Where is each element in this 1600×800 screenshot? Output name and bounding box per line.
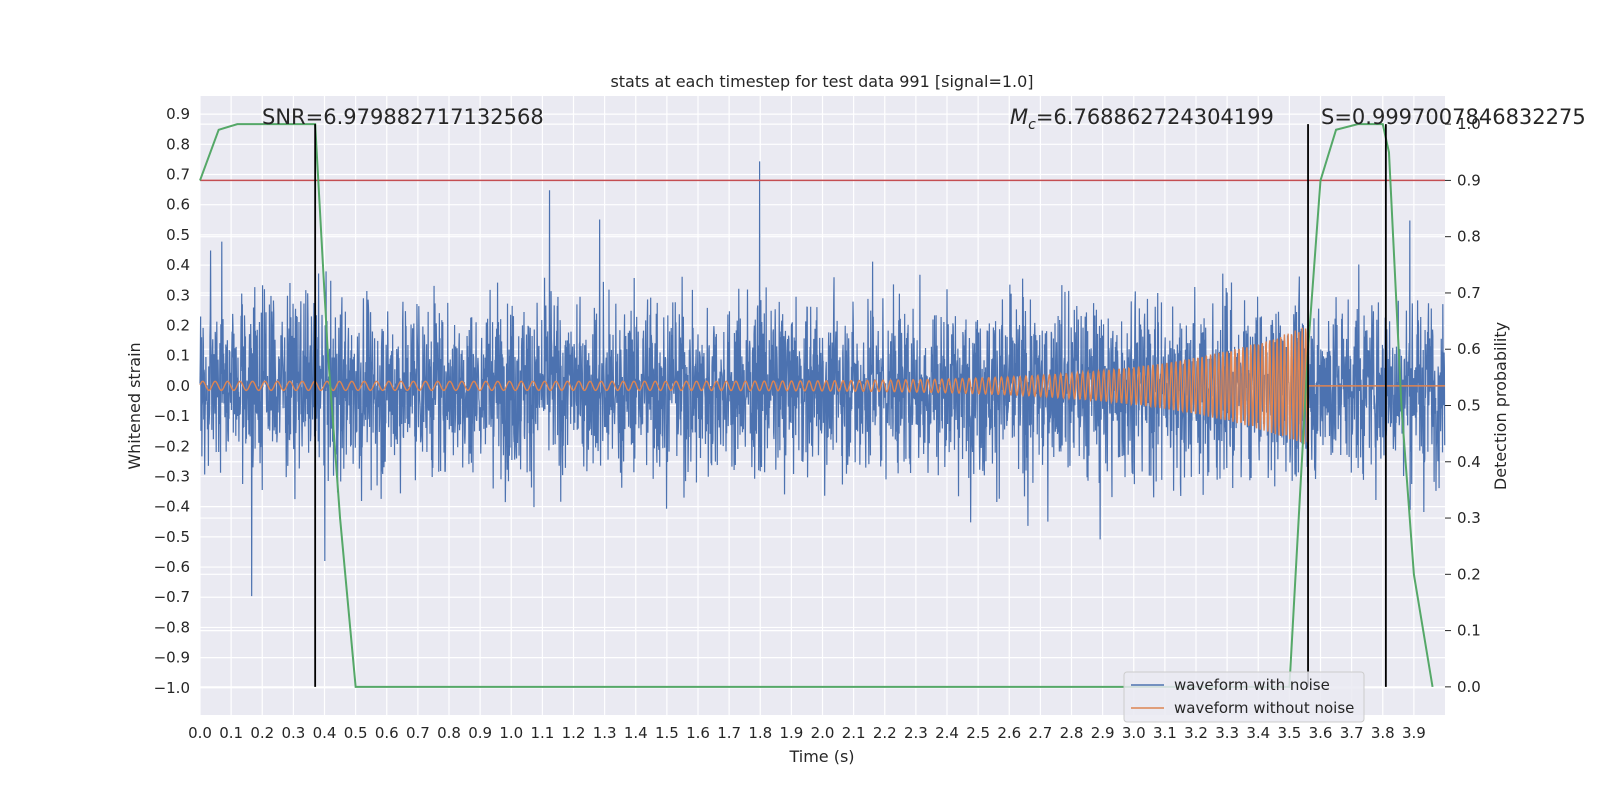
x-tick-label: 3.8 xyxy=(1371,724,1395,742)
mc-symbol: M xyxy=(1010,105,1028,129)
legend: waveform with noise waveform without noi… xyxy=(1123,671,1365,723)
y-tick-label: −0.9 xyxy=(154,649,190,667)
x-tick-label: 2.0 xyxy=(811,724,835,742)
y-tick-label: 0.8 xyxy=(166,135,190,153)
y2-tick-label: 0.8 xyxy=(1457,228,1481,246)
y-tick-label: 0.6 xyxy=(166,196,190,214)
x-tick-label: 2.2 xyxy=(873,724,897,742)
y-tick-label: 0.3 xyxy=(166,286,190,304)
x-tick-label: 1.8 xyxy=(748,724,772,742)
y-tick-label: −1.0 xyxy=(154,679,190,697)
x-tick-label: 3.9 xyxy=(1402,724,1426,742)
y-tick-label: −0.1 xyxy=(154,407,190,425)
y-tick-label: −0.2 xyxy=(154,437,190,455)
y2-tick-label: 0.4 xyxy=(1457,453,1481,471)
y-tick-label: 0.1 xyxy=(166,347,190,365)
y2-tick-label: 0.0 xyxy=(1457,678,1481,696)
x-axis-label: Time (s) xyxy=(788,747,854,766)
x-tick-label: 0.4 xyxy=(313,724,337,742)
x-tick-label: 2.8 xyxy=(1060,724,1084,742)
chart-title: stats at each timestep for test data 991… xyxy=(610,72,1033,91)
x-tick-label: 3.6 xyxy=(1309,724,1333,742)
y2-axis-label: Detection probability xyxy=(1491,322,1510,490)
x-tick-label: 1.3 xyxy=(593,724,617,742)
legend-label-noise: waveform with noise xyxy=(1174,676,1330,694)
x-tick-label: 0.3 xyxy=(281,724,305,742)
x-tick-label: 3.1 xyxy=(1153,724,1177,742)
y-tick-label: −0.5 xyxy=(154,528,190,546)
y-tick-label: −0.3 xyxy=(154,467,190,485)
x-tick-label: 0.6 xyxy=(375,724,399,742)
x-tick-label: 2.3 xyxy=(904,724,928,742)
y-tick-label: 0.0 xyxy=(166,377,190,395)
y-tick-label: −0.6 xyxy=(154,558,190,576)
x-tick-label: 3.3 xyxy=(1215,724,1239,742)
grid xyxy=(199,96,1445,715)
x-tick-label: 0.8 xyxy=(437,724,461,742)
x-tick-label: 1.4 xyxy=(624,724,648,742)
y-tick-label: −0.8 xyxy=(154,618,190,636)
x-tick-label: 1.2 xyxy=(562,724,586,742)
snr-annotation: SNR=6.979882717132568 xyxy=(262,105,544,129)
x-tick-label: 0.1 xyxy=(219,724,243,742)
y-tick-label: 0.9 xyxy=(166,105,190,123)
s-annotation: S=0.9997007846832275 xyxy=(1321,105,1586,129)
y2-tick-label: 0.7 xyxy=(1457,284,1481,302)
mc-subscript: c xyxy=(1028,117,1036,133)
y-tick-label: 0.2 xyxy=(166,316,190,334)
x-tick-label: 2.7 xyxy=(1028,724,1052,742)
y2-tick-label: 0.5 xyxy=(1457,397,1481,415)
x-tick-label: 0.7 xyxy=(406,724,430,742)
y-tick-label: 0.4 xyxy=(166,256,190,274)
y2-tick-label: 0.9 xyxy=(1457,171,1481,189)
x-tick-label: 2.1 xyxy=(842,724,866,742)
x-tick-label: 0.9 xyxy=(468,724,492,742)
y-tick-label: 0.7 xyxy=(166,166,190,184)
x-tick-label: 1.0 xyxy=(499,724,523,742)
x-tick-label: 0.0 xyxy=(188,724,212,742)
x-tick-label: 3.2 xyxy=(1184,724,1208,742)
x-tick-label: 1.7 xyxy=(717,724,741,742)
legend-box xyxy=(1123,671,1365,723)
x-tick-label: 2.9 xyxy=(1091,724,1115,742)
x-tick-label: 3.7 xyxy=(1340,724,1364,742)
y-tick-label: −0.4 xyxy=(154,498,190,516)
x-tick-label: 1.1 xyxy=(530,724,554,742)
x-tick-label: 1.6 xyxy=(686,724,710,742)
x-tick-label: 3.0 xyxy=(1122,724,1146,742)
x-tick-label: 2.4 xyxy=(935,724,959,742)
y2-tick-label: 0.6 xyxy=(1457,340,1481,358)
x-tick-label: 3.5 xyxy=(1277,724,1301,742)
y2-tick-label: 0.1 xyxy=(1457,622,1481,640)
x-tick-label: 3.4 xyxy=(1246,724,1270,742)
y2-tick-label: 1.0 xyxy=(1457,115,1481,133)
x-tick-label: 2.5 xyxy=(966,724,990,742)
x-tick-label: 1.5 xyxy=(655,724,679,742)
y2-tick-label: 0.3 xyxy=(1457,509,1481,527)
mc-value: =6.768862724304199 xyxy=(1036,105,1274,129)
legend-label-clean: waveform without noise xyxy=(1174,699,1354,717)
y-tick-label: 0.5 xyxy=(166,226,190,244)
series-waveform-without-noise xyxy=(199,327,1445,445)
x-tick-label: 0.2 xyxy=(250,724,274,742)
y2-tick-label: 0.2 xyxy=(1457,565,1481,583)
mc-annotation: Mc=6.768862724304199 xyxy=(1010,105,1274,133)
tick-labels: 0.0 0.1 0.2 0.3 0.4 0.5 0.6 0.7 0.8 0.9 1.0 1.1 1.2 1… xyxy=(154,105,1481,742)
x-tick-label: 2.6 xyxy=(997,724,1021,742)
x-tick-label: 1.9 xyxy=(779,724,803,742)
y-axis-label: Whitened strain xyxy=(125,342,144,469)
series-waveform-with-noise xyxy=(199,161,1446,597)
x-tick-label: 0.5 xyxy=(344,724,368,742)
y-tick-label: −0.7 xyxy=(154,588,190,606)
